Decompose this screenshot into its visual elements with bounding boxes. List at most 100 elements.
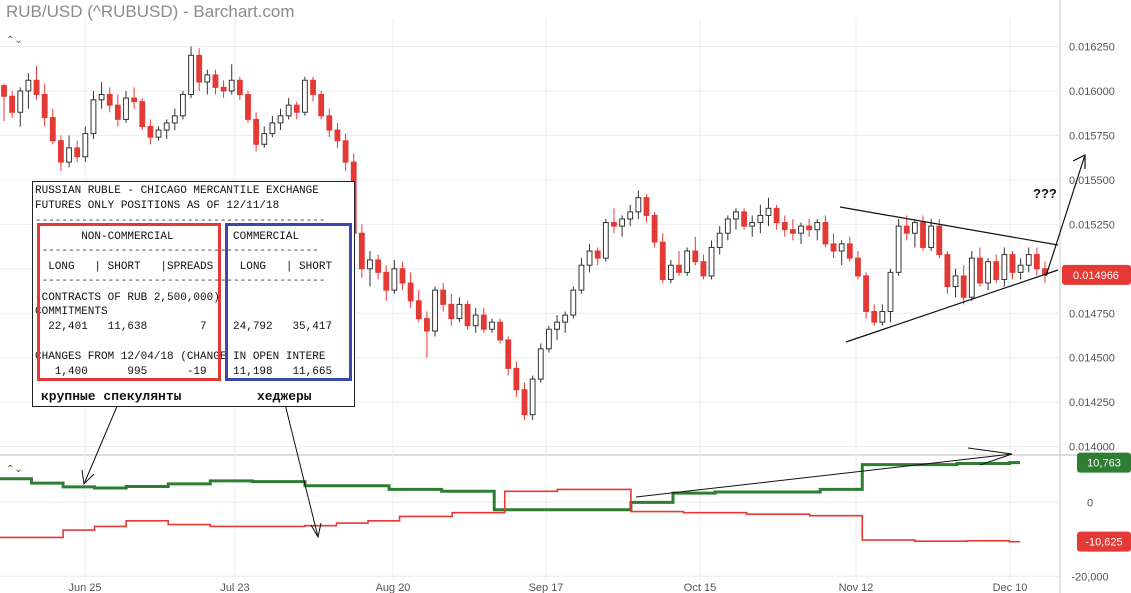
price-y-tick-label: 0.016000 xyxy=(1069,86,1115,98)
chart-title: RUB/USD (^RUBUSD) - Barchart.com xyxy=(6,2,295,21)
candle-body xyxy=(326,115,333,131)
label-speculators: крупные спекулянты xyxy=(41,389,182,404)
x-tick-label: Aug 20 xyxy=(376,582,411,593)
chevron-up-down-icon[interactable]: ⌃⌄ xyxy=(6,35,23,46)
cot-y-tick-label: 0 xyxy=(1087,497,1093,509)
cot-line-1: RUSSIAN RUBLE - CHICAGO MERCANTILE EXCHA… xyxy=(35,185,319,197)
trendline-upper xyxy=(839,206,1059,246)
candle-body xyxy=(789,229,796,234)
last-price-badge xyxy=(1062,264,1131,285)
cot-line-5: (CONTRACTS OF RUB 2,500,000) xyxy=(35,292,220,304)
candle-body xyxy=(58,140,64,163)
candle-body xyxy=(147,126,154,138)
candle-body xyxy=(537,348,544,380)
price-y-tick-label: 0.014750 xyxy=(1069,308,1115,320)
candle-body xyxy=(163,122,170,131)
candle-body xyxy=(960,275,967,298)
candle-body xyxy=(765,207,772,216)
candle-body xyxy=(920,222,926,248)
candle-body xyxy=(554,321,560,330)
candle-body xyxy=(180,93,186,117)
candle-body xyxy=(838,243,845,252)
candle-body xyxy=(440,289,447,305)
chevron-up-down-icon-lower[interactable]: ⌃⌄ xyxy=(6,464,23,475)
candle-body xyxy=(676,264,682,273)
candle-body xyxy=(855,257,861,277)
candle-body xyxy=(98,93,105,101)
cot-series-line xyxy=(0,461,1020,512)
candle-body xyxy=(334,129,341,142)
candle-body xyxy=(49,117,56,142)
candle-body xyxy=(993,261,1000,280)
candle-body xyxy=(879,310,886,323)
candle-body xyxy=(139,101,146,127)
candle-body xyxy=(74,147,81,158)
candle-body xyxy=(903,225,910,234)
candle-body xyxy=(383,271,390,291)
candle-body xyxy=(155,129,162,138)
cot-dash-2: ----------------------------------------… xyxy=(35,245,319,257)
x-tick-label: Oct 15 xyxy=(684,582,716,593)
candle-body xyxy=(985,261,991,284)
x-tick-label: Sep 17 xyxy=(529,582,564,593)
candle-body xyxy=(236,79,243,95)
candle-body xyxy=(887,271,894,312)
candle-body xyxy=(253,118,260,145)
candle-body xyxy=(513,367,520,391)
x-tick-label: Jul 23 xyxy=(220,582,249,593)
cot-last-badge xyxy=(1077,452,1131,473)
candle-body xyxy=(391,268,398,291)
x-tick-label: Jun 25 xyxy=(68,582,101,593)
candle-body xyxy=(204,74,211,83)
cot-last-label: -10,625 xyxy=(1085,537,1122,549)
label-hedgers: хеджеры xyxy=(257,389,312,404)
candle-body xyxy=(806,225,813,231)
arrowhead-hedgers xyxy=(310,522,322,539)
commercial-highlight-box xyxy=(225,223,352,381)
candle-body xyxy=(310,79,316,95)
cot-line-2: FUTURES ONLY POSITIONS AS OF 12/11/18 xyxy=(35,200,280,212)
candle-body xyxy=(448,303,455,320)
candle-body xyxy=(846,243,853,259)
candle-body xyxy=(659,241,666,280)
candle-body xyxy=(741,211,747,227)
x-tick-label: Dec 10 xyxy=(993,582,1028,593)
cot-line-9: 1,400 995 -19 11,198 11,665 xyxy=(35,366,333,378)
x-tick-label: Nov 12 xyxy=(839,582,874,593)
breakout-arrowhead xyxy=(1072,154,1086,169)
candle-body xyxy=(700,261,707,277)
candle-body xyxy=(505,339,512,369)
candle-body xyxy=(871,310,878,323)
candle-body xyxy=(277,115,284,124)
price-y-tick-label: 0.015500 xyxy=(1069,175,1115,187)
candle-body xyxy=(611,222,617,227)
candle-body xyxy=(545,328,552,350)
cot-series-line xyxy=(0,488,1020,543)
candle-body xyxy=(220,86,227,92)
candle-body xyxy=(708,246,715,277)
cot-line-3: NON-COMMERCIAL COMMERCIAL xyxy=(35,231,300,243)
cot-last-badge xyxy=(1077,531,1131,552)
candle-body xyxy=(90,99,97,135)
candle-body xyxy=(407,282,414,302)
cot-line-8: CHANGES FROM 12/04/18 (CHANGE IN OPEN IN… xyxy=(35,351,326,363)
cot-dash-3: ----------------------------------------… xyxy=(35,275,326,287)
candle-body xyxy=(114,104,121,120)
arrow-speculators xyxy=(83,403,119,485)
cot-line-4: LONG | SHORT |SPREADS LONG | SHORT xyxy=(35,261,333,273)
price-y-tick-label: 0.014250 xyxy=(1069,397,1115,409)
arrowhead-commercial-trend xyxy=(967,447,1013,466)
candle-body xyxy=(635,197,642,213)
candle-body xyxy=(497,321,504,341)
candle-body xyxy=(594,250,601,259)
candle-body xyxy=(578,264,585,291)
candle-body xyxy=(269,122,276,135)
candle-body xyxy=(375,259,382,273)
candle-body xyxy=(1025,254,1032,266)
price-y-tick-label: 0.015750 xyxy=(1069,130,1115,142)
arrow-commercial-trend xyxy=(635,453,1013,498)
candle-body xyxy=(367,259,373,270)
candle-body xyxy=(196,54,203,83)
candle-body xyxy=(798,225,804,234)
